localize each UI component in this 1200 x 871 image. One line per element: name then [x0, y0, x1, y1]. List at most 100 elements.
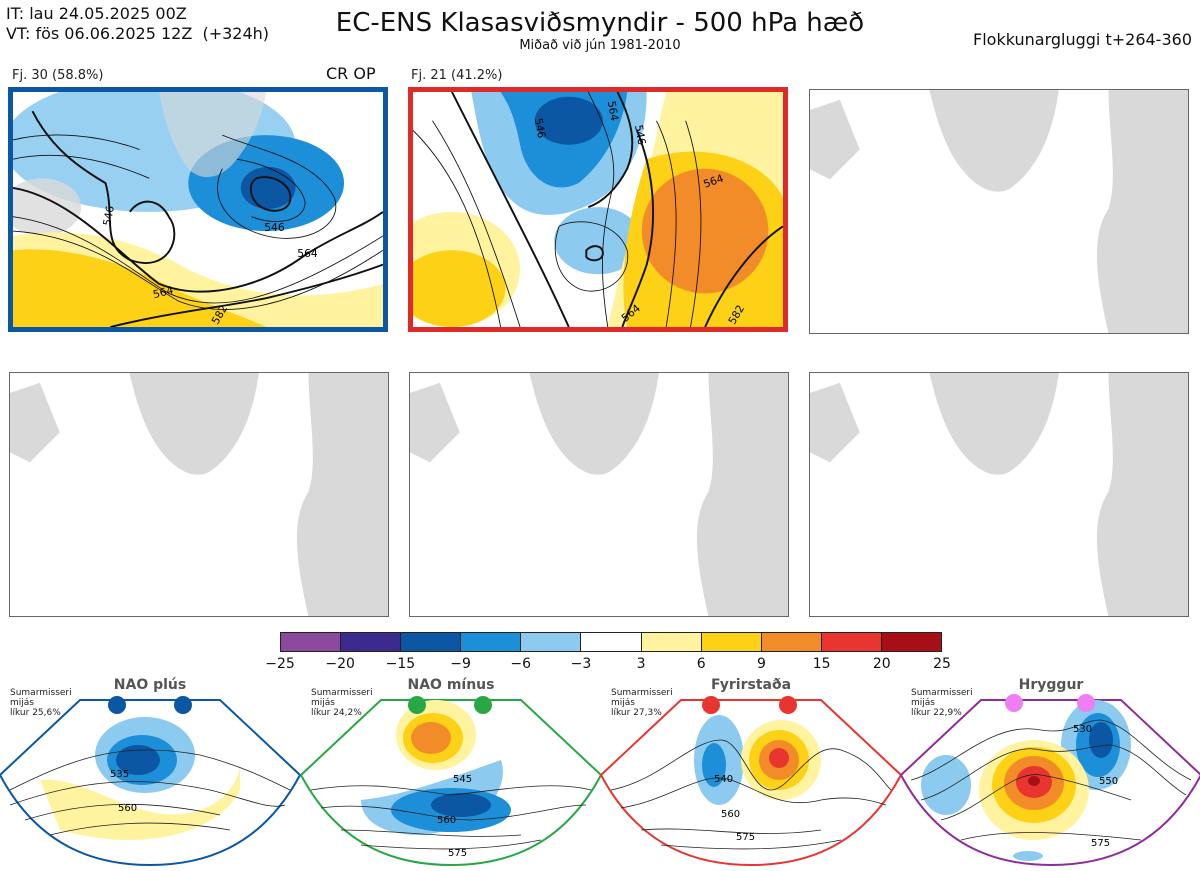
contour-label: 564: [152, 283, 175, 301]
colorbar-tick-label: −20: [325, 656, 355, 672]
contour-thin-2: [13, 230, 383, 310]
cluster-1-tag: CR OP: [326, 64, 376, 83]
anomaly-blue-dark: [534, 96, 603, 145]
contour-label: 546: [100, 205, 116, 227]
regime-svg: 540 560 575: [599, 696, 903, 867]
contour-label: 564: [297, 247, 318, 260]
contour-thin-1: [413, 130, 502, 327]
regime-note: Sumarmisseri mijás líkur 24,2%: [311, 688, 373, 718]
regime-ridge: 530 550 575 Hryggur Sumarmisseri mijás l…: [899, 677, 1200, 867]
filled-circle-icon: [408, 696, 426, 714]
contour-label: 546: [632, 124, 648, 146]
cluster-2-svg: 546 564 546 564 564 582: [413, 92, 783, 327]
regime-title: NAO plús: [113, 677, 187, 693]
contour-thin-6: [554, 221, 629, 292]
cluster-2-map[interactable]: 546 564 546 564 564 582: [408, 87, 788, 332]
regime-contour-label: 545: [453, 774, 472, 785]
page-subtitle: Miðað við jún 1981-2010: [519, 38, 681, 53]
colorbar-tick-label: −6: [510, 656, 532, 672]
regime-title: Hryggur: [1018, 677, 1084, 693]
colorbar-tick-label: −3: [570, 656, 592, 672]
empty-map-5: [409, 372, 789, 617]
contour-thin-4: [656, 120, 677, 327]
colorbar-tick-label: 6: [696, 656, 706, 672]
contour-thick-low: [249, 176, 292, 212]
colorbar-segment: [761, 633, 822, 651]
regime-title: Fyrirstaða: [710, 677, 792, 693]
colorbar-segment: [521, 633, 582, 651]
empty-map-3: [809, 89, 1189, 334]
land-greenland: [159, 92, 267, 178]
contour-564: [621, 130, 655, 327]
colorbar-segment: [461, 633, 522, 651]
colorbar-segment: [281, 633, 342, 651]
colorbar-segment: [701, 633, 762, 651]
regime-title: NAO mínus: [407, 677, 495, 693]
clustering-window: Flokkunargluggi t+264-360: [973, 30, 1192, 49]
filled-circle-icon: [779, 696, 797, 714]
cluster-2-label: Fj. 21 (41.2%): [411, 68, 503, 83]
landmask-svg: [10, 373, 388, 616]
contour-546-a: [451, 92, 570, 327]
colorbar-tick-label: 20: [872, 656, 891, 672]
regime-contour-label: 550: [1099, 776, 1118, 787]
regime-contour-label: 575: [736, 832, 755, 843]
contour-thin-6: [13, 154, 150, 179]
landmask-svg: [810, 373, 1188, 616]
regime-contour-label: 575: [448, 848, 467, 859]
colorbar-segment: [641, 633, 702, 651]
regime-blocking: 540 560 575 Fyrirstaða Sumarmisseri mijá…: [599, 677, 903, 867]
colorbar-tick-label: −25: [265, 656, 295, 672]
contour-564: [13, 186, 383, 293]
regime-nao-minus: 545 560 575 NAO mínus Sumarmisseri mijás…: [299, 677, 603, 867]
page-title: EC-ENS Klasasviðsmyndir - 500 hPa hæð: [335, 8, 865, 38]
contour-thin-5: [13, 134, 140, 150]
regime-svg: 545 560 575: [299, 696, 603, 867]
contour-label: 546: [264, 221, 285, 234]
colorbar-tick-label: −9: [450, 656, 471, 672]
regime-note: Sumarmisseri mijás líkur 22,9%: [911, 688, 973, 718]
filled-circle-icon: [702, 696, 720, 714]
colorbar-segment: [821, 633, 882, 651]
regime-contour-label: 530: [1073, 724, 1092, 735]
anomaly-blue-dark: [240, 166, 296, 210]
contour-thin-2: [432, 120, 521, 327]
colorbar-tick-label: 9: [756, 656, 766, 672]
colorbar-segment: [881, 633, 942, 651]
landmask-svg: [810, 90, 1188, 333]
regime-note: Sumarmisseri mijás líkur 27,3%: [611, 688, 673, 718]
filled-circle-icon: [1077, 694, 1095, 712]
colorbar-segment: [341, 633, 402, 651]
valid-time: VT: fös 06.06.2025 12Z (+324h): [6, 24, 270, 43]
colorbar-segment: [581, 633, 642, 651]
contour-582: [704, 225, 783, 327]
colorbar-tick-label: 3: [636, 656, 646, 672]
contour-thin-3: [587, 92, 615, 327]
cluster-1-label: Fj. 30 (58.8%): [12, 68, 104, 83]
empty-map-6: [809, 372, 1189, 617]
filled-circle-icon: [1005, 694, 1023, 712]
contour-546-b: [587, 92, 634, 209]
regime-svg: 535 560: [0, 696, 302, 867]
contour-582: [110, 263, 383, 327]
regime-contour-label: 535: [110, 769, 129, 780]
filled-circle-icon: [174, 696, 192, 714]
contour-label: 546: [532, 117, 548, 139]
contour-low: [585, 245, 604, 262]
regime-contour-label: 560: [437, 815, 456, 826]
cluster-1-svg: 546 546 564 564 582: [13, 92, 383, 327]
contour-thin-1: [13, 216, 383, 304]
contour-thin-3: [217, 134, 337, 239]
contour-thin-5: [685, 120, 702, 327]
colorbar-tick-label: −15: [385, 656, 416, 672]
filled-circle-icon: [108, 696, 126, 714]
regime-nao-plus: 535 560 NAO plús Sumarmisseri mijás líku…: [0, 677, 302, 867]
cluster-1-map[interactable]: 546 546 564 564 582: [8, 87, 388, 332]
regime-note: Sumarmisseri mijás líkur 25,6%: [10, 688, 72, 718]
regime-contour-label: 540: [714, 774, 733, 785]
init-time: IT: lau 24.05.2025 00Z: [6, 4, 187, 23]
run-info: IT: lau 24.05.2025 00Z VT: fös 06.06.202…: [6, 4, 269, 44]
anomaly-blue-low: [554, 207, 642, 275]
empty-map-4: [9, 372, 389, 617]
contour-label: 564: [605, 100, 621, 122]
